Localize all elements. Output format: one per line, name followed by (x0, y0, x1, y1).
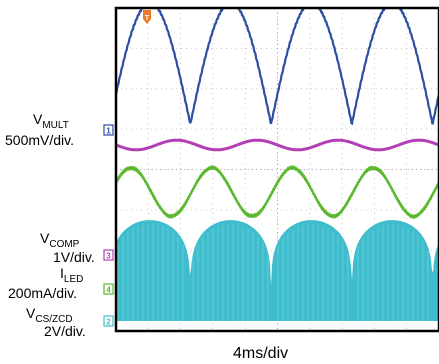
ch1-name-sub: MULT (42, 120, 68, 131)
ch2-marker: 2 (103, 315, 114, 327)
ch2-marker-label: 2 (106, 318, 111, 327)
ch1-scale: 500mV/div. (5, 132, 74, 148)
trigger-label: T (145, 15, 150, 22)
ch2-scale: 2V/div. (44, 323, 86, 339)
time-scale-label: 4ms/div (233, 345, 288, 362)
ch3-marker-label: 3 (106, 252, 111, 261)
plot-border (114, 6, 439, 333)
ch1-name: VMULT (33, 111, 69, 131)
channel-markers: 1 3 4 2 (103, 124, 114, 327)
traces (116, 8, 439, 321)
ch1-name-main: V (33, 111, 43, 127)
ch4-name-main: I (60, 265, 64, 281)
ch1-marker: 1 (103, 124, 114, 136)
ch2-name-sub: CS/ZCD (35, 314, 72, 325)
ch2-name: VCS/ZCD (26, 305, 73, 325)
ch3-scale: 1V/div. (53, 249, 95, 265)
ch3-name: VCOMP (40, 230, 80, 250)
trace-ch3-vcomp (116, 138, 439, 152)
trigger-marker: T (143, 10, 151, 24)
ch4-name: ILED (60, 265, 83, 285)
trace-ch4-iled (116, 164, 439, 220)
ch4-scale: 200mA/div. (8, 285, 77, 301)
ch3-marker: 3 (103, 249, 114, 261)
trace-ch1-vmult (116, 8, 439, 126)
ch4-name-sub: LED (64, 274, 83, 285)
ch4-marker-label: 4 (106, 286, 111, 295)
ch2-name-main: V (26, 305, 36, 321)
ch3-name-main: V (40, 230, 50, 246)
ch3-name-sub: COMP (49, 239, 79, 250)
ch1-marker-label: 1 (106, 127, 111, 136)
ch4-marker: 4 (103, 283, 114, 295)
